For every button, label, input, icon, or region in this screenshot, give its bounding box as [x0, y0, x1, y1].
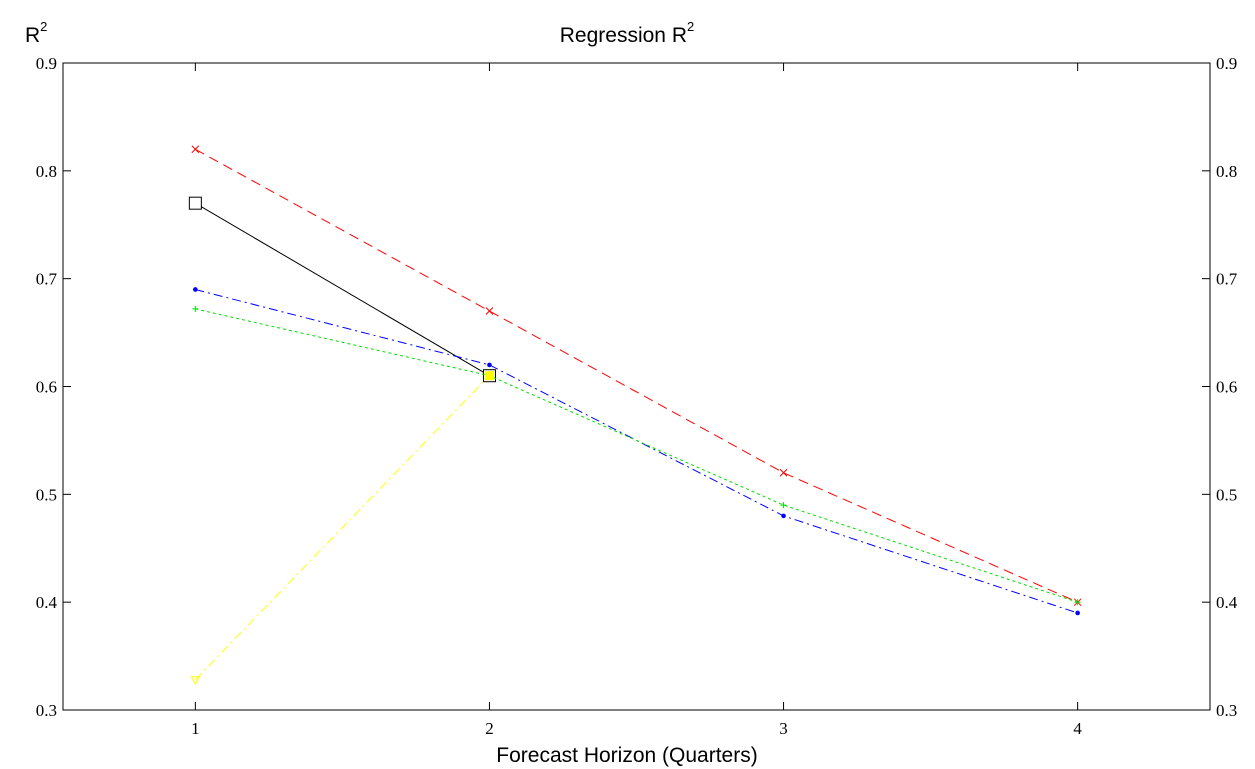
point-stroke [779, 468, 788, 477]
series-layer [188, 145, 1082, 685]
data-point [485, 307, 494, 315]
chart-title-text: Regression R [560, 24, 687, 47]
series-1 [191, 145, 1082, 607]
data-point [193, 287, 198, 292]
y-axis-label-text: R [25, 24, 40, 47]
point-stroke [485, 307, 494, 315]
series-line [195, 308, 1078, 603]
point-stroke [191, 145, 200, 154]
data-point [188, 196, 202, 210]
axes: 0.3 0.3 0.4 0.4 0.5 0.5 0.6 0.6 0.7 0.7 0.8 0.8 0.9 0… [36, 54, 1238, 738]
y-tick-label-left: 0.3 [36, 701, 57, 720]
y-tick-label-right: 0.6 [1216, 378, 1237, 397]
y-tick-label-right: 0.9 [1216, 54, 1237, 73]
data-point [484, 371, 494, 381]
data-point [779, 468, 788, 477]
y-tick-label-right: 0.7 [1216, 270, 1238, 289]
y-tick-label-right: 0.4 [1216, 593, 1238, 612]
data-point [1075, 610, 1080, 616]
series-4 [190, 371, 494, 685]
x-tick-label: 1 [191, 719, 200, 738]
y-axis-label-superscript: 2 [40, 19, 47, 34]
y-tick-label-left: 0.5 [36, 485, 57, 504]
y-tick-label-right: 0.5 [1216, 485, 1237, 504]
data-point [192, 305, 199, 312]
y-tick-label-right: 0.8 [1216, 162, 1237, 181]
y-tick-label-right: 0.3 [1216, 701, 1237, 720]
y-tick-label-left: 0.6 [36, 378, 57, 397]
data-point [1074, 599, 1081, 606]
x-tick-label: 3 [779, 719, 788, 738]
plot-frame [62, 62, 1211, 711]
y-tick-label-left: 0.7 [36, 270, 58, 289]
y-tick-label-left: 0.9 [36, 54, 57, 73]
data-point [781, 513, 786, 519]
x-axis-label: Forecast Horizon (Quarters) [496, 744, 757, 767]
data-point [487, 362, 492, 368]
y-tick-label-left: 0.8 [36, 162, 57, 181]
series-line [194, 375, 490, 681]
series-line [195, 148, 1078, 603]
series-line [195, 289, 1078, 614]
x-tick-label: 4 [1073, 719, 1082, 738]
series-2 [193, 287, 1080, 616]
series-line [195, 202, 490, 377]
series-3 [192, 305, 1081, 606]
data-point [191, 145, 200, 154]
data-point [780, 502, 787, 509]
y-axis-label: R2 [25, 19, 47, 47]
x-tick-label: 2 [485, 719, 494, 738]
chart-title-superscript: 2 [687, 19, 694, 34]
y-tick-label-left: 0.4 [36, 593, 58, 612]
chart-title: Regression R2 [560, 19, 694, 47]
data-point [190, 676, 201, 685]
